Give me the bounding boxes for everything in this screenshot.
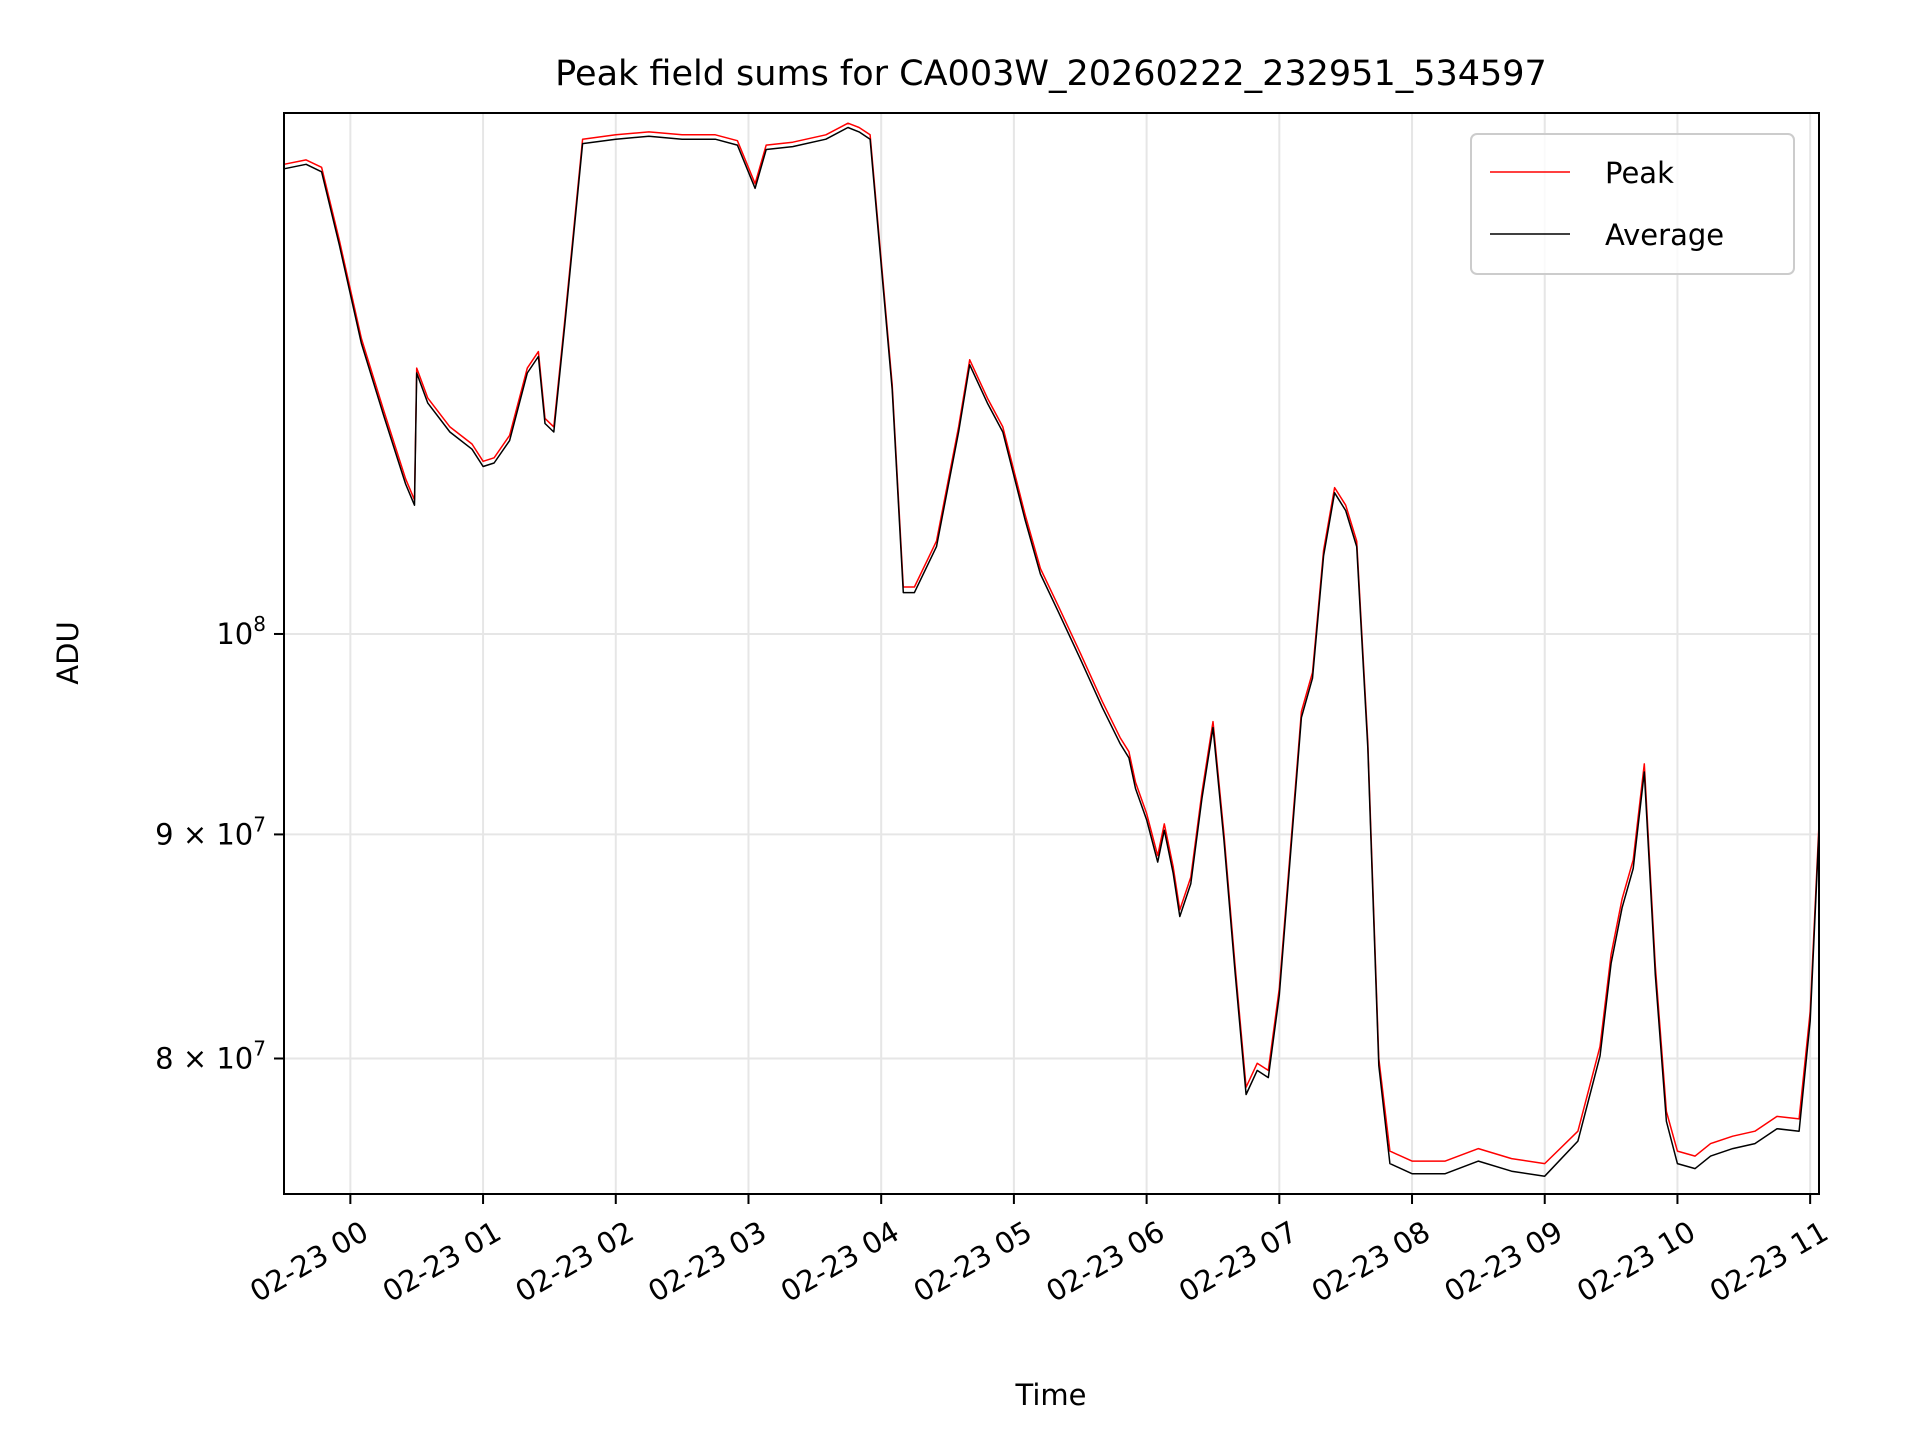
axes-frame	[283, 112, 1820, 1195]
y-tick-label: 108	[216, 612, 266, 651]
y-tick-label: 9 × 107	[155, 812, 266, 851]
legend-average-label: Average	[1605, 218, 1724, 252]
legend-box	[1470, 133, 1795, 275]
y-axis-label: ADU	[51, 621, 85, 684]
chart-title: Peak field sums for CA003W_20260222_2329…	[555, 54, 1547, 94]
average-series-line	[283, 126, 1820, 1177]
gridlines	[284, 113, 1819, 1194]
x-axis-label: Time	[1015, 1378, 1087, 1412]
legend: Peak Average	[1470, 133, 1795, 275]
y-tick-label: 8 × 107	[155, 1036, 266, 1075]
plot-lines	[283, 122, 1820, 1177]
peak-series-line	[283, 122, 1820, 1165]
legend-peak-label: Peak	[1605, 156, 1674, 190]
